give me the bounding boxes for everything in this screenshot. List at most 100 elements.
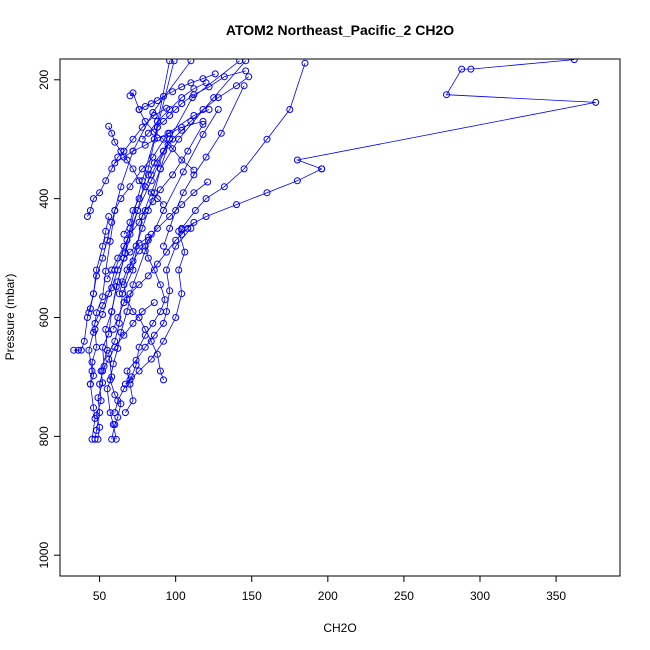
data-point <box>220 183 228 191</box>
data-point <box>129 257 137 265</box>
data-point <box>96 189 104 197</box>
data-point <box>163 104 170 112</box>
data-point <box>163 248 170 256</box>
data-point <box>120 153 128 161</box>
data-point <box>109 325 117 333</box>
data-point <box>86 380 94 388</box>
data-point <box>211 70 219 78</box>
series-3-line <box>96 60 175 440</box>
data-point <box>112 435 120 443</box>
data-point <box>128 373 135 381</box>
data-point <box>166 224 174 232</box>
data-point <box>111 343 119 351</box>
y-axis-label: Pressure (mbar) <box>3 274 17 361</box>
data-point <box>129 165 137 173</box>
series-10-line <box>125 234 166 385</box>
data-point <box>144 254 152 262</box>
data-point <box>178 201 186 209</box>
data-point <box>178 83 186 91</box>
data-point <box>153 350 161 358</box>
plot-frame <box>59 58 621 577</box>
series-4-line <box>109 109 219 440</box>
data-point <box>467 65 475 73</box>
data-point <box>108 218 116 226</box>
data-point <box>126 380 134 388</box>
data-point <box>245 73 253 81</box>
data-point <box>109 360 117 368</box>
data-point <box>172 207 180 214</box>
chart-title: ATOM2 Northeast_Pacific_2 CH2O <box>226 22 454 38</box>
data-point <box>138 165 146 173</box>
data-point <box>99 293 107 301</box>
series-16 <box>83 104 170 220</box>
series-27-line <box>141 82 207 140</box>
data-point <box>111 138 119 146</box>
data-point <box>121 409 129 417</box>
x-tick-label: 150 <box>242 589 262 603</box>
data-point <box>233 201 240 209</box>
data-point <box>156 281 164 289</box>
data-point <box>293 156 301 164</box>
data-point <box>169 145 177 153</box>
data-point <box>166 59 174 65</box>
series-22 <box>111 117 207 167</box>
data-point <box>100 362 108 370</box>
data-point <box>123 236 131 244</box>
data-point <box>103 385 111 393</box>
data-point <box>135 106 143 113</box>
data-point <box>141 325 149 333</box>
data-point <box>138 308 146 316</box>
data-point <box>179 189 187 197</box>
data-point <box>117 147 125 155</box>
data-point <box>135 177 143 185</box>
series-12-line <box>88 109 210 313</box>
series-9-line <box>125 228 192 413</box>
x-tick-label: 350 <box>546 589 566 603</box>
data-point <box>102 227 110 235</box>
x-tick-label: 200 <box>318 589 338 603</box>
data-point <box>126 218 134 226</box>
data-point <box>163 266 170 274</box>
data-point <box>150 266 158 274</box>
data-point <box>190 189 198 197</box>
data-point <box>135 218 143 226</box>
data-point <box>293 177 301 185</box>
data-point <box>150 331 158 339</box>
data-point <box>88 358 96 366</box>
data-point <box>90 290 97 298</box>
data-point <box>96 423 104 431</box>
series-22-line <box>114 121 204 164</box>
data-point <box>114 397 122 405</box>
series-18-line <box>123 139 170 235</box>
data-point <box>178 290 186 298</box>
data-point <box>96 380 104 388</box>
data-point <box>240 82 248 90</box>
data-point <box>160 201 167 209</box>
data-point <box>120 242 128 250</box>
data-point <box>144 236 152 244</box>
data-point <box>160 337 167 345</box>
data-point <box>112 283 120 291</box>
data-point <box>111 409 119 417</box>
data-point <box>106 376 114 384</box>
series-19-line <box>129 92 195 171</box>
series-24-line <box>102 302 155 372</box>
data-point <box>150 299 158 307</box>
data-point <box>214 106 222 113</box>
y-tick-label: 1000 <box>37 542 51 569</box>
data-point <box>199 106 207 113</box>
data-point <box>135 367 143 375</box>
data-point <box>74 346 82 354</box>
data-point <box>88 367 96 375</box>
series-30 <box>293 59 600 173</box>
data-point <box>102 177 110 185</box>
data-point <box>70 346 78 354</box>
data-point <box>129 207 137 214</box>
data-point <box>99 302 107 310</box>
data-point <box>120 385 128 393</box>
data-point <box>172 314 180 321</box>
data-point <box>141 207 149 214</box>
data-point <box>178 94 186 102</box>
data-point <box>138 213 146 220</box>
